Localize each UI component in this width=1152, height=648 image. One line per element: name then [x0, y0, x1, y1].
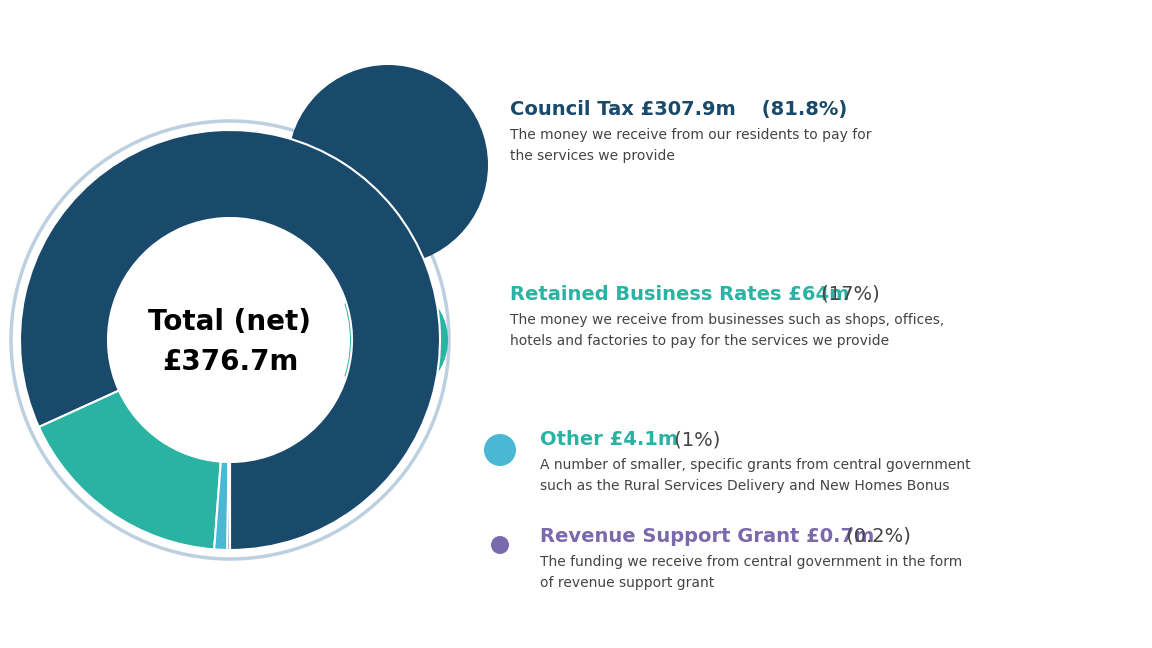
Wedge shape — [227, 462, 230, 550]
Text: (0.2%): (0.2%) — [840, 527, 911, 546]
Text: Revenue Support Grant £0.7m: Revenue Support Grant £0.7m — [540, 527, 874, 546]
Text: The money we receive from businesses such as shops, offices,
hotels and factorie: The money we receive from businesses suc… — [510, 313, 945, 347]
Text: £376.7m: £376.7m — [161, 348, 298, 376]
Text: (1%): (1%) — [668, 430, 720, 449]
Circle shape — [109, 220, 350, 460]
Wedge shape — [39, 391, 221, 550]
Circle shape — [491, 536, 509, 554]
Wedge shape — [214, 461, 228, 550]
Text: (81.8%): (81.8%) — [755, 100, 847, 119]
Text: Retained Business Rates £64m: Retained Business Rates £64m — [510, 285, 849, 304]
Text: A number of smaller, specific grants from central government
such as the Rural S: A number of smaller, specific grants fro… — [540, 458, 971, 492]
Text: (17%): (17%) — [814, 285, 880, 304]
Text: Council Tax £307.9m: Council Tax £307.9m — [510, 100, 736, 119]
Text: The funding we receive from central government in the form
of revenue support gr: The funding we receive from central gove… — [540, 555, 962, 590]
Wedge shape — [20, 130, 440, 550]
Circle shape — [288, 65, 488, 265]
Text: Other £4.1m: Other £4.1m — [540, 430, 679, 449]
Circle shape — [332, 282, 448, 398]
Text: The money we receive from our residents to pay for
the services we provide: The money we receive from our residents … — [510, 128, 872, 163]
Circle shape — [6, 116, 454, 564]
Text: Total (net): Total (net) — [149, 308, 311, 336]
Circle shape — [484, 434, 516, 466]
